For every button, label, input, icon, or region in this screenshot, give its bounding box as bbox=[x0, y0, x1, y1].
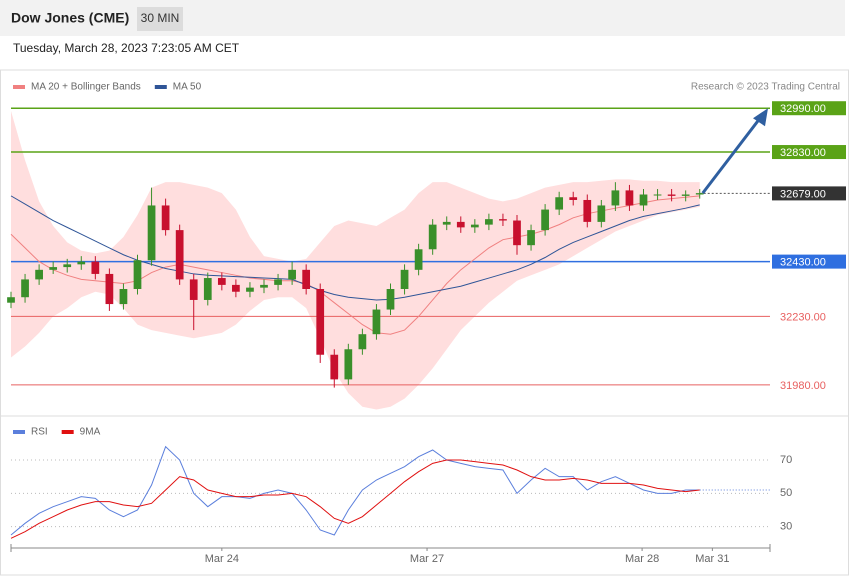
candle-body bbox=[175, 230, 184, 280]
candle-body bbox=[49, 267, 58, 270]
legend-label: MA 20 + Bollinger Bands bbox=[31, 82, 141, 93]
candle-body bbox=[681, 194, 690, 196]
legend-swatch bbox=[13, 85, 25, 89]
candle-body bbox=[400, 269, 409, 289]
candle-body bbox=[105, 273, 114, 305]
candle-body bbox=[189, 279, 198, 300]
candle-body bbox=[147, 205, 156, 261]
candle-body bbox=[63, 264, 72, 268]
candle-body bbox=[442, 221, 451, 225]
legend-swatch bbox=[13, 430, 25, 434]
candle-body bbox=[161, 205, 170, 231]
candle-body bbox=[485, 219, 493, 225]
interval[interactable]: 30 MIN bbox=[141, 11, 180, 25]
candle-body bbox=[133, 260, 142, 289]
candle-body bbox=[246, 287, 254, 292]
timestamp: Tuesday, March 28, 2023 7:23:05 AM CET bbox=[13, 41, 240, 55]
candle-body bbox=[428, 224, 437, 250]
forecast-arrowhead bbox=[753, 108, 768, 127]
candle-body bbox=[555, 197, 564, 210]
legend-label: 9MA bbox=[80, 427, 101, 438]
frame bbox=[0, 69, 849, 576]
level-label: 32830.00 bbox=[780, 147, 826, 159]
candle-body bbox=[232, 284, 240, 292]
candle-body bbox=[7, 297, 15, 303]
level-label: 32230.00 bbox=[780, 311, 826, 323]
candle-body bbox=[456, 221, 465, 228]
forecast-arrow bbox=[701, 117, 762, 195]
candle-body bbox=[541, 209, 549, 231]
level-label: 32430.00 bbox=[780, 257, 826, 269]
series-line bbox=[10, 195, 700, 301]
candle-body bbox=[639, 194, 648, 206]
candle-body bbox=[527, 230, 535, 246]
candle-body bbox=[653, 194, 662, 196]
credit: Research © 2023 Trading Central bbox=[691, 82, 840, 93]
candle-body bbox=[414, 249, 423, 270]
candle-body bbox=[330, 354, 339, 380]
candle-body bbox=[77, 261, 86, 265]
candle-body bbox=[667, 194, 676, 196]
candle-body bbox=[583, 199, 592, 222]
bollinger-band bbox=[11, 110, 700, 410]
candle-body bbox=[344, 349, 353, 380]
y-tick-label: 30 bbox=[780, 521, 792, 533]
candle-body bbox=[274, 279, 282, 285]
candle-body bbox=[21, 279, 29, 298]
candle-body bbox=[316, 289, 325, 355]
candle-body bbox=[513, 220, 521, 246]
candle-body bbox=[260, 284, 268, 288]
x-tick-label: Mar 27 bbox=[410, 553, 444, 565]
series-line bbox=[10, 459, 700, 539]
candle-body bbox=[611, 190, 620, 206]
candle-body bbox=[695, 193, 704, 195]
candle-body bbox=[91, 261, 100, 274]
legend-swatch bbox=[61, 430, 74, 434]
x-tick-label: Mar 28 bbox=[625, 553, 659, 565]
candle-body bbox=[217, 278, 226, 285]
title: Dow Jones (CME) bbox=[11, 10, 129, 26]
y-tick-label: 50 bbox=[780, 487, 792, 499]
legend-swatch bbox=[154, 85, 167, 89]
legend-label: RSI bbox=[31, 427, 48, 438]
candle-body bbox=[625, 190, 634, 206]
candle-body bbox=[203, 278, 212, 300]
series-line bbox=[10, 445, 700, 536]
level-box bbox=[772, 101, 846, 116]
level-box bbox=[772, 254, 846, 269]
level-label: 31980.00 bbox=[780, 380, 826, 392]
candle-body bbox=[569, 197, 578, 200]
level-box bbox=[772, 145, 846, 160]
candle-body bbox=[372, 309, 381, 335]
candle-body bbox=[499, 219, 507, 221]
y-tick-label: 70 bbox=[780, 454, 792, 466]
x-tick-label: Mar 24 bbox=[205, 553, 239, 565]
candle-body bbox=[119, 289, 128, 305]
candle-body bbox=[288, 269, 296, 280]
candle-body bbox=[302, 269, 311, 289]
candle-body bbox=[358, 334, 367, 350]
candle-body bbox=[470, 224, 479, 228]
level-label: 32679.00 bbox=[780, 188, 826, 200]
interval-chip[interactable] bbox=[137, 7, 183, 31]
x-tick-label: Mar 31 bbox=[695, 553, 729, 565]
level-box bbox=[772, 186, 846, 201]
level-label: 32990.00 bbox=[780, 103, 826, 115]
candle-body bbox=[386, 289, 395, 310]
candle-body bbox=[597, 205, 606, 222]
candle-body bbox=[35, 269, 43, 280]
legend-label: MA 50 bbox=[173, 82, 202, 93]
